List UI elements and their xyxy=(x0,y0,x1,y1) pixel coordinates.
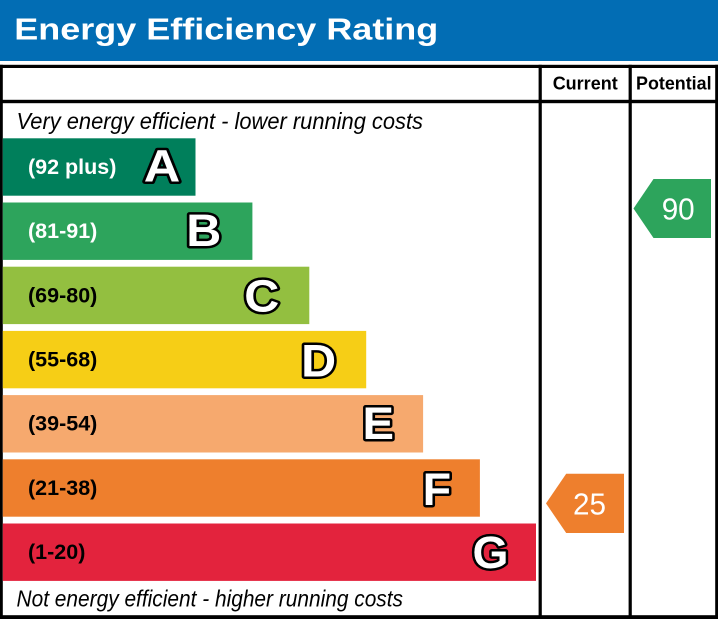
svg-text:E: E xyxy=(363,398,395,449)
svg-text:D: D xyxy=(301,335,336,386)
svg-text:(55-68): (55-68) xyxy=(28,348,97,372)
svg-text:(81-91): (81-91) xyxy=(28,219,97,243)
svg-text:(21-38): (21-38) xyxy=(28,476,97,500)
svg-text:F: F xyxy=(423,464,452,515)
svg-text:B: B xyxy=(186,205,221,256)
svg-text:Very energy efficient - lower: Very energy efficient - lower running co… xyxy=(17,108,424,134)
svg-text:G: G xyxy=(473,527,509,578)
svg-text:Current: Current xyxy=(553,74,618,94)
svg-text:Potential: Potential xyxy=(636,74,712,94)
svg-text:90: 90 xyxy=(662,192,695,227)
svg-text:A: A xyxy=(144,141,181,192)
svg-text:Energy Efficiency Rating: Energy Efficiency Rating xyxy=(14,12,438,47)
svg-text:Not energy efficient - higher: Not energy efficient - higher running co… xyxy=(17,586,404,612)
svg-text:(92 plus): (92 plus) xyxy=(28,155,116,179)
svg-text:(39-54): (39-54) xyxy=(28,412,97,436)
svg-text:(69-80): (69-80) xyxy=(28,283,97,307)
svg-text:(1-20): (1-20) xyxy=(28,540,85,564)
svg-text:C: C xyxy=(244,270,279,321)
svg-text:25: 25 xyxy=(573,486,606,521)
